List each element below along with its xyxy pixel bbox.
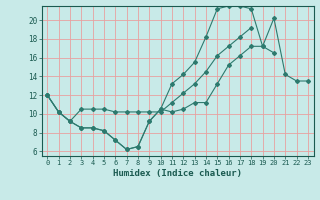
X-axis label: Humidex (Indice chaleur): Humidex (Indice chaleur) (113, 169, 242, 178)
